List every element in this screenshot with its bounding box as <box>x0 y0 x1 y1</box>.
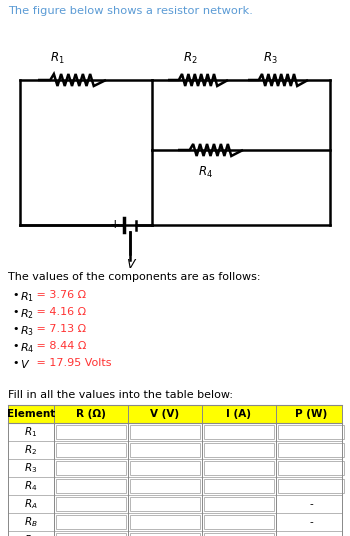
FancyBboxPatch shape <box>204 479 274 493</box>
Text: Element: Element <box>7 409 55 419</box>
Text: •: • <box>12 341 19 351</box>
FancyBboxPatch shape <box>8 423 342 441</box>
FancyBboxPatch shape <box>56 425 126 439</box>
Text: $R_4$: $R_4$ <box>20 341 34 355</box>
FancyBboxPatch shape <box>204 497 274 511</box>
FancyBboxPatch shape <box>130 425 200 439</box>
FancyBboxPatch shape <box>278 461 344 475</box>
Text: = 4.16 Ω: = 4.16 Ω <box>33 307 86 317</box>
FancyBboxPatch shape <box>204 515 274 529</box>
Text: •: • <box>12 290 19 300</box>
FancyBboxPatch shape <box>56 443 126 457</box>
Text: $R_1$: $R_1$ <box>20 290 34 304</box>
FancyBboxPatch shape <box>8 405 342 423</box>
Text: $R_B$: $R_B$ <box>24 515 38 529</box>
FancyBboxPatch shape <box>130 443 200 457</box>
Text: = 8.44 Ω: = 8.44 Ω <box>33 341 86 351</box>
Text: = 7.13 Ω: = 7.13 Ω <box>33 324 86 334</box>
FancyBboxPatch shape <box>56 515 126 529</box>
Text: = 17.95 Volts: = 17.95 Volts <box>33 358 112 368</box>
FancyBboxPatch shape <box>8 459 342 477</box>
FancyBboxPatch shape <box>130 533 200 536</box>
Text: $R_2$: $R_2$ <box>25 443 37 457</box>
FancyBboxPatch shape <box>130 479 200 493</box>
Text: $R_3$: $R_3$ <box>25 461 38 475</box>
FancyBboxPatch shape <box>204 425 274 439</box>
Text: •: • <box>12 307 19 317</box>
FancyBboxPatch shape <box>130 515 200 529</box>
Text: $R_2$: $R_2$ <box>20 307 34 321</box>
Text: P (W): P (W) <box>295 409 327 419</box>
Text: The figure below shows a resistor network.: The figure below shows a resistor networ… <box>8 6 253 16</box>
FancyBboxPatch shape <box>278 443 344 457</box>
Text: $R_4$: $R_4$ <box>24 479 38 493</box>
FancyBboxPatch shape <box>56 497 126 511</box>
Text: $R_4$: $R_4$ <box>198 165 213 180</box>
Text: V (V): V (V) <box>150 409 180 419</box>
FancyBboxPatch shape <box>204 533 274 536</box>
FancyBboxPatch shape <box>278 425 344 439</box>
Text: I (A): I (A) <box>226 409 252 419</box>
FancyBboxPatch shape <box>204 443 274 457</box>
FancyBboxPatch shape <box>56 479 126 493</box>
Text: +: + <box>109 218 120 230</box>
Text: $R_3$: $R_3$ <box>264 51 278 66</box>
FancyBboxPatch shape <box>278 479 344 493</box>
Text: $R_1$: $R_1$ <box>25 425 37 439</box>
FancyBboxPatch shape <box>8 495 342 513</box>
Text: -: - <box>309 499 313 509</box>
Text: •: • <box>12 324 19 334</box>
Text: $V$: $V$ <box>20 358 30 370</box>
FancyBboxPatch shape <box>8 477 342 495</box>
Text: = 3.76 Ω: = 3.76 Ω <box>33 290 86 300</box>
Text: Fill in all the values into the table below:: Fill in all the values into the table be… <box>8 390 233 400</box>
Text: R (Ω): R (Ω) <box>76 409 106 419</box>
Text: $R_C$: $R_C$ <box>24 533 38 536</box>
Text: V: V <box>126 258 134 271</box>
Text: $R_A$: $R_A$ <box>24 497 38 511</box>
Text: -: - <box>309 535 313 536</box>
Text: $R_3$: $R_3$ <box>20 324 34 338</box>
FancyBboxPatch shape <box>130 461 200 475</box>
Text: $R_1$: $R_1$ <box>50 51 64 66</box>
FancyBboxPatch shape <box>204 461 274 475</box>
FancyBboxPatch shape <box>8 531 342 536</box>
FancyBboxPatch shape <box>56 461 126 475</box>
Text: $R_2$: $R_2$ <box>183 51 198 66</box>
Text: The values of the components are as follows:: The values of the components are as foll… <box>8 272 260 282</box>
FancyBboxPatch shape <box>130 497 200 511</box>
FancyBboxPatch shape <box>8 441 342 459</box>
FancyBboxPatch shape <box>8 513 342 531</box>
Text: -: - <box>309 517 313 527</box>
Text: •: • <box>12 358 19 368</box>
FancyBboxPatch shape <box>56 533 126 536</box>
